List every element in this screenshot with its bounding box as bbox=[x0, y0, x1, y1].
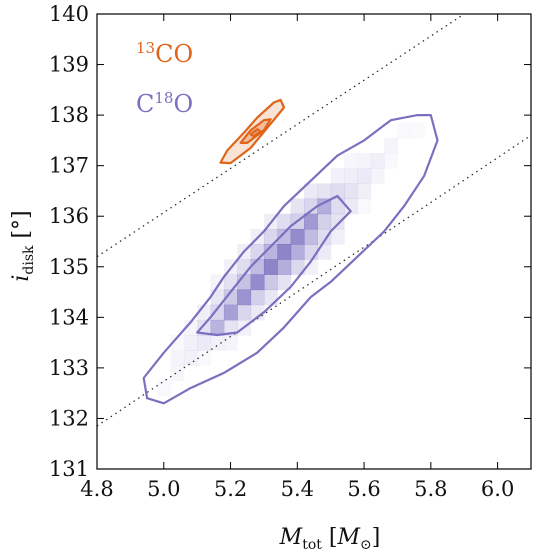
x-tick-label: 5.4 bbox=[281, 477, 314, 501]
heatmap-cell bbox=[223, 319, 238, 336]
heatmap-cell bbox=[330, 183, 345, 200]
y-tick-label: 136 bbox=[49, 204, 89, 228]
heatmap-cell bbox=[223, 289, 238, 306]
heatmap-cell bbox=[344, 153, 358, 169]
heatmap-cell bbox=[330, 228, 345, 245]
heatmap-cell bbox=[183, 350, 198, 366]
reference-lines bbox=[97, 14, 531, 427]
heatmap-cell bbox=[277, 274, 292, 291]
x-axis-label: Mtot [M⊙] bbox=[279, 525, 381, 553]
heatmap-cell bbox=[277, 228, 292, 245]
heatmap-cell bbox=[304, 213, 318, 230]
heatmap-cell bbox=[357, 168, 372, 184]
heatmap-cell bbox=[344, 183, 358, 200]
x-tick-label: 6.0 bbox=[481, 477, 514, 501]
tick-layer: 4.8 5.0 5.2 5.4 5.6 5.8 6.0 131 132 133 134 135 136 1… bbox=[49, 2, 531, 501]
heatmap-cell bbox=[397, 122, 412, 139]
heatmap-cell bbox=[290, 228, 305, 245]
heatmap-cell bbox=[263, 228, 278, 245]
heatmap-cell bbox=[170, 350, 185, 366]
reference-line bbox=[97, 14, 465, 258]
heatmap-cell bbox=[330, 198, 345, 215]
13co-contour bbox=[249, 128, 262, 138]
y-axis-label: idisk [°] bbox=[9, 210, 37, 281]
reference-line bbox=[97, 134, 531, 427]
heatmap-cell bbox=[170, 365, 185, 382]
heatmap-cell bbox=[317, 198, 332, 215]
x-tick-label: 5.0 bbox=[147, 477, 180, 501]
x-tick-label: 5.6 bbox=[347, 477, 380, 501]
x-tick-label: 5.8 bbox=[414, 477, 447, 501]
heatmap-cell bbox=[197, 319, 212, 336]
y-tick-label: 137 bbox=[49, 154, 89, 178]
heatmap-cell bbox=[304, 259, 318, 275]
heatmap-cell bbox=[277, 259, 292, 275]
y-tick-label: 133 bbox=[49, 356, 89, 380]
heatmap-layer bbox=[157, 122, 412, 397]
heatmap-cell bbox=[357, 153, 372, 169]
heatmap-cell bbox=[237, 304, 252, 321]
heatmap-cell bbox=[290, 259, 305, 275]
heatmap-cell bbox=[277, 244, 292, 260]
y-tick-label: 138 bbox=[49, 103, 89, 127]
heatmap-cell bbox=[330, 168, 345, 184]
heatmap-cell bbox=[370, 168, 385, 184]
heatmap-cell bbox=[170, 335, 185, 351]
y-tick-label: 131 bbox=[49, 457, 89, 481]
heatmap-cell bbox=[223, 335, 238, 351]
heatmap-cell bbox=[330, 213, 345, 230]
heatmap-cell bbox=[384, 137, 398, 154]
heatmap-cell bbox=[357, 183, 372, 200]
legend-entry: 13CO bbox=[136, 39, 193, 68]
heatmap-cell bbox=[317, 228, 332, 245]
legend: 13CO C18O bbox=[136, 39, 193, 118]
heatmap-cell bbox=[250, 274, 265, 291]
x-tick-label: 5.2 bbox=[214, 477, 247, 501]
y-tick-label: 135 bbox=[49, 255, 89, 279]
heatmap-cell bbox=[304, 183, 318, 200]
heatmap-cell bbox=[370, 153, 385, 169]
heatmap-cell bbox=[250, 289, 265, 306]
contour-layer bbox=[142, 98, 439, 405]
heatmap-cell bbox=[210, 319, 225, 336]
y-tick-label: 132 bbox=[49, 406, 89, 430]
heatmap-cell bbox=[263, 244, 278, 260]
heatmap-cell bbox=[263, 259, 278, 275]
y-tick-label: 140 bbox=[49, 2, 89, 26]
c18o-contour bbox=[142, 113, 439, 405]
heatmap-cell bbox=[197, 335, 212, 351]
y-tick-label: 139 bbox=[49, 53, 89, 77]
heatmap-cell bbox=[317, 183, 332, 200]
heatmap-cell bbox=[210, 304, 225, 321]
heatmap-cell bbox=[357, 198, 372, 215]
heatmap-cell bbox=[237, 289, 252, 306]
heatmap-cell bbox=[250, 304, 265, 321]
y-tick-label: 134 bbox=[49, 305, 89, 329]
13co-contour bbox=[219, 98, 286, 165]
c18o-contour bbox=[196, 194, 352, 337]
heatmap-cell bbox=[157, 380, 171, 397]
heatmap-cell bbox=[277, 213, 292, 230]
heatmap-cell bbox=[304, 228, 318, 245]
heatmap-cell bbox=[263, 274, 278, 291]
heatmap-cell bbox=[290, 198, 305, 215]
heatmap-cell bbox=[384, 153, 398, 169]
heatmap-cell bbox=[183, 319, 198, 336]
legend-entry: C18O bbox=[136, 89, 193, 118]
heatmap-cell bbox=[210, 274, 225, 291]
heatmap-cell bbox=[183, 335, 198, 351]
plot-frame bbox=[96, 13, 532, 470]
heatmap-cell bbox=[344, 168, 358, 184]
heatmap-cell bbox=[317, 213, 332, 230]
heatmap-cell bbox=[290, 244, 305, 260]
heatmap-cell bbox=[344, 198, 358, 215]
heatmap-cell bbox=[210, 335, 225, 351]
heatmap-cell bbox=[223, 304, 238, 321]
heatmap-cell bbox=[304, 198, 318, 215]
heatmap-cell bbox=[197, 350, 212, 366]
x-tick-label: 4.8 bbox=[80, 477, 113, 501]
